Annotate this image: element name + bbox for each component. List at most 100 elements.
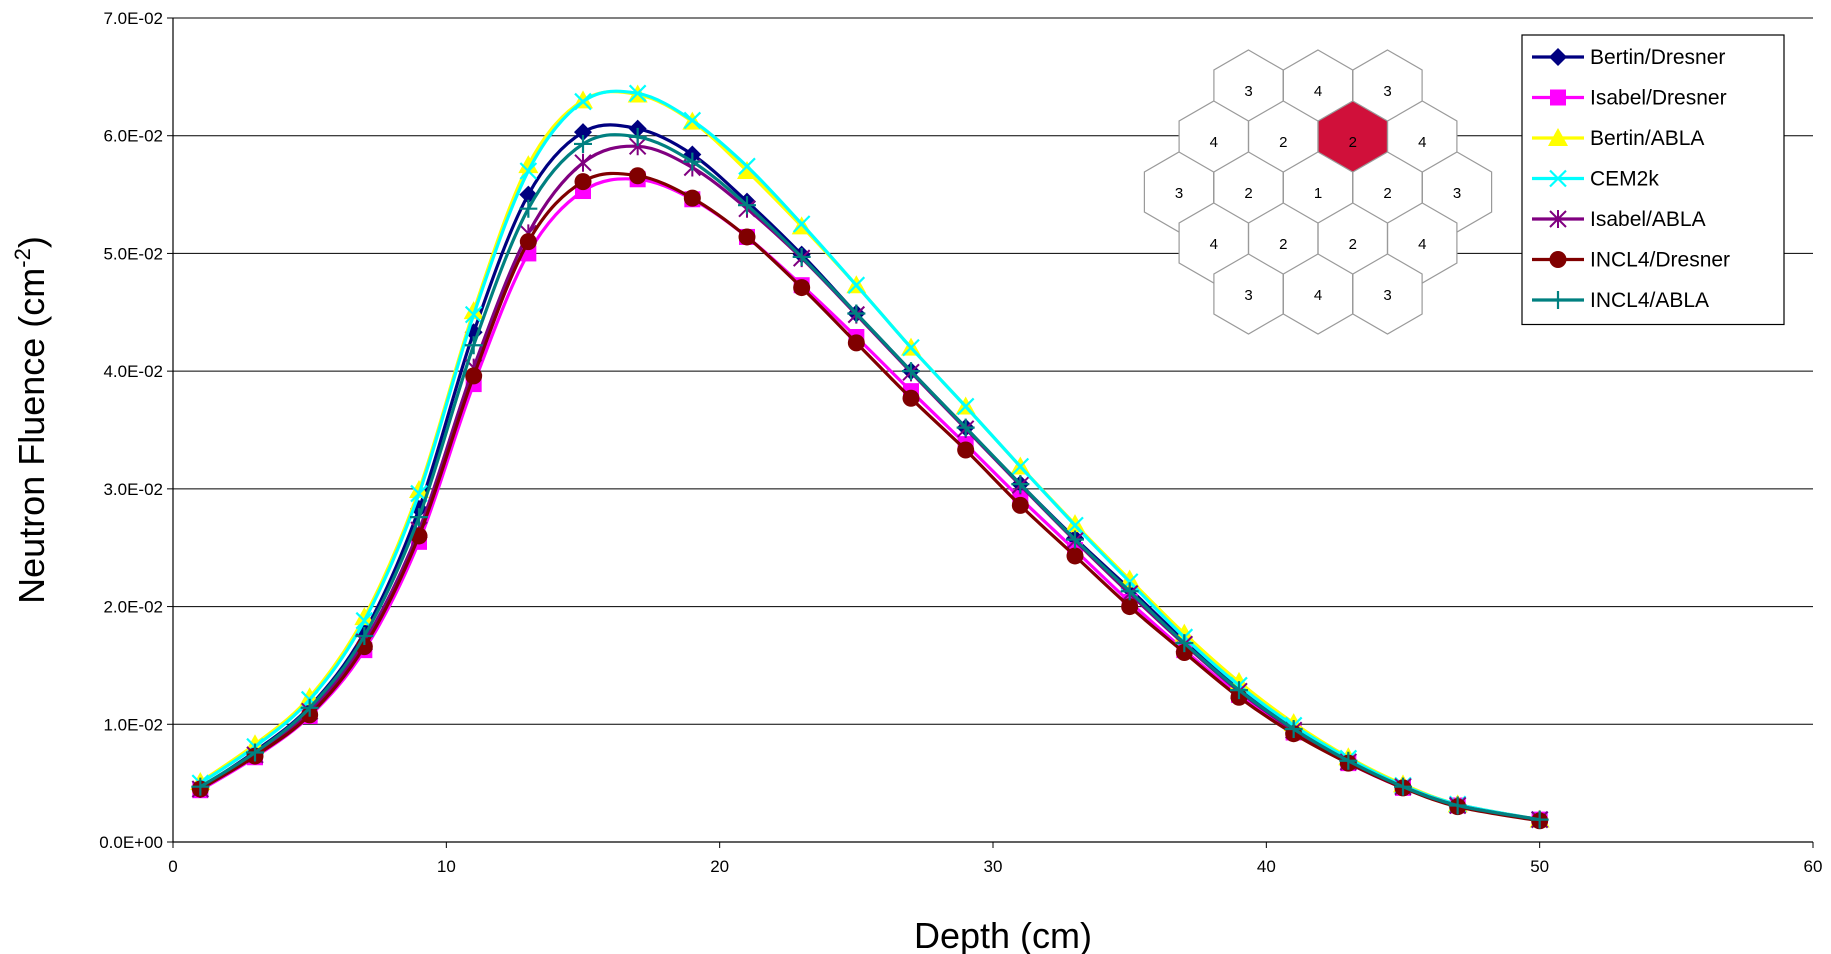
data-point-incl4-dresner: [738, 228, 756, 246]
legend-label-bertin-abla: Bertin/ABLA: [1590, 127, 1704, 150]
data-point-incl4-dresner: [629, 167, 647, 185]
legend-label-incl4-abla: INCL4/ABLA: [1590, 289, 1709, 312]
hex-cell-label: 4: [1418, 236, 1426, 253]
data-point-incl4-abla: [574, 134, 592, 153]
hex-cell-label: 3: [1383, 83, 1391, 100]
data-point-incl4-abla: [1230, 681, 1248, 700]
y-axis-title: Neutron Fluence (cm-2): [10, 236, 52, 604]
series-line-incl4-abla: [199, 133, 1540, 822]
data-point-cem2k: [792, 215, 811, 233]
data-point-incl4-abla: [464, 336, 483, 355]
x-tick-label: 60: [1804, 857, 1823, 876]
x-tick-label: 20: [710, 857, 729, 876]
series-layer: [190, 84, 1550, 830]
series-line-cem2k: [199, 89, 1540, 822]
data-point-incl4-abla: [1175, 634, 1194, 653]
data-point-bertin-abla: [737, 161, 757, 180]
x-axis-title: Depth (cm): [914, 915, 1092, 954]
data-point-cem2k: [464, 305, 483, 324]
data-point-incl4-abla: [956, 418, 975, 437]
hex-cell-label: 3: [1453, 185, 1461, 202]
hex-cell-label: 1: [1314, 185, 1322, 202]
data-point-cem2k: [1011, 457, 1030, 476]
data-point-incl4-dresner: [1066, 547, 1084, 565]
y-axis-title-superscript: -2: [10, 248, 35, 268]
data-point-incl4-abla: [902, 362, 920, 381]
legend-marker-bertin-abla: [1548, 128, 1568, 146]
data-point-incl4-abla: [519, 199, 538, 218]
data-point-incl4-dresner: [847, 334, 865, 352]
legend-label-cem2k: CEM2k: [1590, 168, 1659, 191]
x-axis-ticks: 0 10 20 30 40 50 60: [168, 842, 1822, 876]
data-point-incl4-dresner: [957, 441, 975, 459]
data-point-incl4-abla: [1120, 582, 1139, 601]
data-point-incl4-abla: [246, 743, 264, 762]
legend-label-isabel-abla: Isabel/ABLA: [1590, 208, 1706, 231]
y-tick-label: 7.0E-02: [103, 9, 163, 28]
legend-label-isabel-dresner: Isabel/Dresner: [1590, 87, 1727, 110]
legend-label-bertin-dresner: Bertin/Dresner: [1590, 46, 1725, 69]
legend-marker-bertin-dresner: [1549, 48, 1567, 66]
y-axis-title-close: ): [11, 236, 52, 248]
legend-marker-incl4-abla: [1549, 291, 1567, 309]
hex-cell-label: 2: [1383, 185, 1391, 202]
data-point-incl4-abla: [683, 152, 702, 171]
data-point-incl4-dresner: [902, 389, 920, 407]
hex-cell-label: 4: [1314, 287, 1322, 304]
data-point-cem2k: [847, 276, 866, 294]
data-point-incl4-dresner: [1011, 496, 1029, 514]
data-point-cem2k: [519, 162, 538, 180]
hex-cell-label: 4: [1314, 83, 1322, 100]
y-tick-label: 3.0E-02: [103, 480, 163, 499]
data-point-incl4-abla: [1448, 796, 1467, 815]
legend-marker-isabel-dresner: [1550, 89, 1566, 106]
data-point-incl4-dresner: [683, 189, 701, 207]
data-point-bertin-abla: [518, 155, 539, 174]
data-point-incl4-abla: [1394, 777, 1412, 796]
y-axis-title-main: Neutron Fluence (cm: [11, 268, 52, 604]
data-point-bertin-abla: [1119, 569, 1140, 588]
data-point-incl4-abla: [1011, 475, 1030, 494]
hex-cell-label: 4: [1210, 236, 1218, 253]
data-point-cem2k: [683, 111, 702, 130]
data-point-incl4-abla: [738, 196, 756, 215]
hex-cell-label: 2: [1244, 185, 1252, 202]
hex-lattice-inset: 3 4 3 4 2 2 4 3 2 1 2 3 4 2 2 4 3 4 3: [1143, 49, 1493, 335]
data-point-incl4-abla: [847, 304, 866, 323]
y-tick-label: 5.0E-02: [103, 244, 163, 263]
y-tick-label: 0.0E+00: [99, 833, 163, 852]
hex-cell-label: 2: [1349, 236, 1357, 253]
hex-cell-label: 3: [1175, 185, 1183, 202]
data-point-incl4-abla: [792, 247, 811, 266]
y-tick-label: 4.0E-02: [103, 362, 163, 381]
hex-cell-label: 2: [1279, 236, 1287, 253]
y-tick-label: 2.0E-02: [103, 598, 163, 617]
data-point-incl4-abla: [1339, 751, 1358, 770]
data-point-cem2k: [628, 84, 647, 103]
series-incl4-abla: [191, 127, 1549, 829]
hex-cell-label: 3: [1244, 83, 1252, 100]
x-tick-label: 0: [168, 857, 177, 876]
y-tick-label: 6.0E-02: [103, 127, 163, 146]
data-point-bertin-abla: [354, 607, 375, 626]
data-point-incl4-abla: [355, 627, 374, 645]
data-point-cem2k: [574, 92, 592, 111]
legend-label-incl4-dresner: INCL4/Dresner: [1590, 249, 1730, 272]
data-point-incl4-dresner: [793, 279, 811, 297]
hex-cell-label: 2: [1279, 134, 1287, 151]
data-point-incl4-abla: [300, 698, 319, 717]
hex-cell-label: 2: [1349, 134, 1357, 151]
legend-marker-incl4-dresner: [1549, 251, 1567, 268]
data-point-incl4-dresner: [465, 367, 483, 385]
data-point-cem2k: [1066, 516, 1084, 535]
hex-cell-label: 3: [1383, 287, 1391, 304]
hex-cell-label: 3: [1244, 287, 1252, 304]
x-tick-label: 50: [1530, 857, 1549, 876]
legend-marker-cem2k: [1549, 169, 1567, 188]
y-tick-label: 1.0E-02: [103, 715, 163, 734]
data-point-incl4-abla: [1530, 810, 1549, 829]
data-point-cem2k: [902, 338, 920, 357]
data-point-cem2k: [956, 397, 975, 416]
data-point-cem2k: [738, 157, 756, 176]
